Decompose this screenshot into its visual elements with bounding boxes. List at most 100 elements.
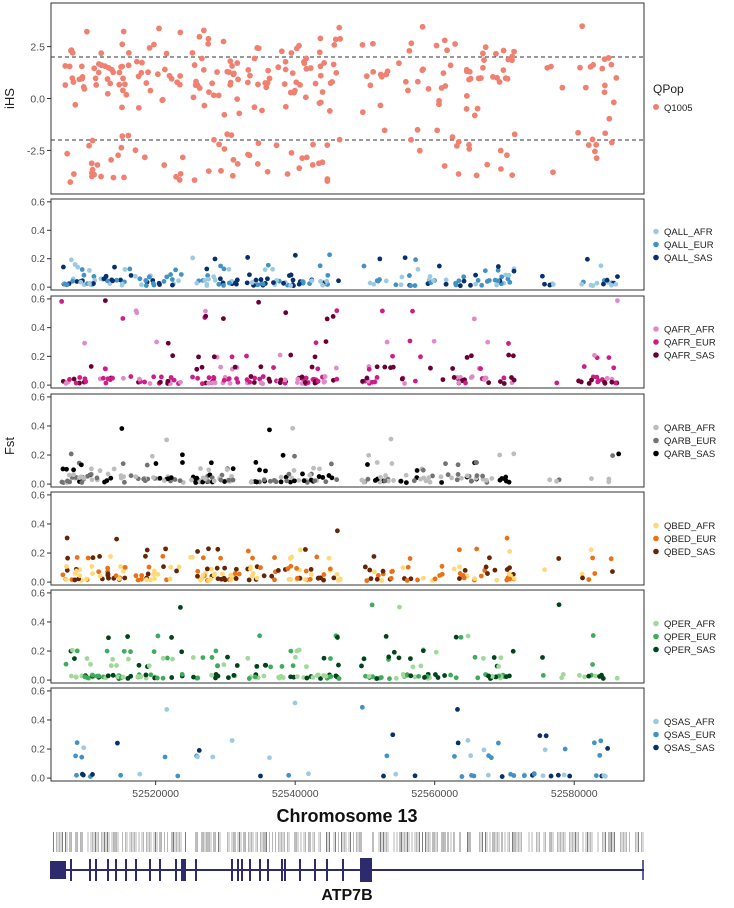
fst-legend-label: QAFR_AFR [664,325,715,336]
ihs-point [147,87,154,94]
fst-point [77,475,82,480]
fst-point [593,673,598,679]
fst-point [462,567,468,573]
ihs-point [255,81,261,88]
fst-point [194,280,200,286]
fst-point [378,675,384,680]
fst-point [459,774,465,779]
fst-point [180,460,185,465]
fst-point [71,467,76,473]
fst-point [245,655,251,661]
fst-point [216,281,222,287]
fst-point [211,478,217,484]
fst-point [576,672,582,678]
ihs-point [95,69,102,76]
fst-point [90,555,96,561]
fst-point [206,578,212,583]
fst-point [588,547,594,553]
ihs-point [332,36,339,43]
fst-point [128,473,134,479]
fst-point [479,282,485,288]
ihs-point [420,66,426,73]
ihs-point [214,69,220,75]
fst-point [440,377,446,383]
fst-panel-qper: 0.0 0.2 0.4 0.6 QPER_AFR QPER_EUR QPER_SAS [31,588,716,686]
ihs-point [419,23,426,30]
fst-point [461,575,467,581]
ihs-point [319,89,326,95]
fst-point [511,268,517,274]
fst-point [383,473,388,479]
fst-point [169,635,174,640]
ihs-point [590,62,597,68]
fst-point [471,316,477,322]
ihs-point [135,73,142,80]
fst-point [610,569,615,574]
fst-point [459,475,464,481]
fst-point [157,282,162,287]
fst-point [88,471,94,477]
fst-point [262,267,268,273]
ihs-point [511,131,518,138]
fst-point [143,553,148,559]
fst-point [81,272,87,278]
fst-point [554,380,560,386]
fst-point [326,555,332,561]
fst-point [267,427,272,433]
fst-point [315,575,321,581]
fst-point [590,662,595,667]
fst-point [286,471,292,477]
fst-point [408,673,414,679]
fst-point [469,773,474,778]
fst-point [221,316,226,321]
fst-point [244,353,249,359]
fst-point [78,279,84,285]
fst-point [180,452,185,458]
ihs-point [201,102,208,109]
fst-point [64,535,70,541]
fst-ytick-label: 0.0 [31,774,45,785]
fst-panel-frame [50,198,645,291]
fst-point [391,478,396,483]
fst-point [59,479,65,485]
fst-point [291,468,297,473]
fst-point [325,272,331,278]
fst-point [157,379,163,385]
gene-track: ATP7B [50,832,644,904]
fst-point [371,569,377,575]
fst-point [488,755,494,761]
fst-legend-key [653,620,659,627]
ihs-point [98,50,105,57]
fst-point [258,773,263,779]
fst-legend-key [653,535,659,542]
fst-panel-qarb: 0.0 0.2 0.4 0.6 QARB_AFR QARB_EUR QARB_SAS [31,392,716,490]
fst-point [222,565,228,571]
fst-point [334,376,340,382]
fst-legend-key [653,744,659,751]
fst-point [586,673,592,679]
fst-point [451,375,457,380]
ihs-point [66,63,73,70]
ihs-point [220,38,227,45]
fst-point [195,675,201,681]
fst-point [592,571,598,576]
fst-point [336,278,341,284]
fst-point [427,479,433,485]
fst-point [362,564,368,570]
fst-point [510,648,516,654]
fst-point [308,572,314,577]
ihs-point [474,105,481,112]
ihs-point [441,163,448,169]
gene-exon-large [360,858,372,882]
fst-point [361,656,367,662]
fst-point [485,772,491,778]
fst-point [333,365,339,371]
fst-point [482,376,487,382]
fst-point [258,565,263,571]
fst-point [384,339,390,345]
fst-point [195,754,200,760]
fst-legend-label: QSAS_SAS [664,743,715,754]
fst-point [158,374,164,380]
fst-point [90,672,96,678]
